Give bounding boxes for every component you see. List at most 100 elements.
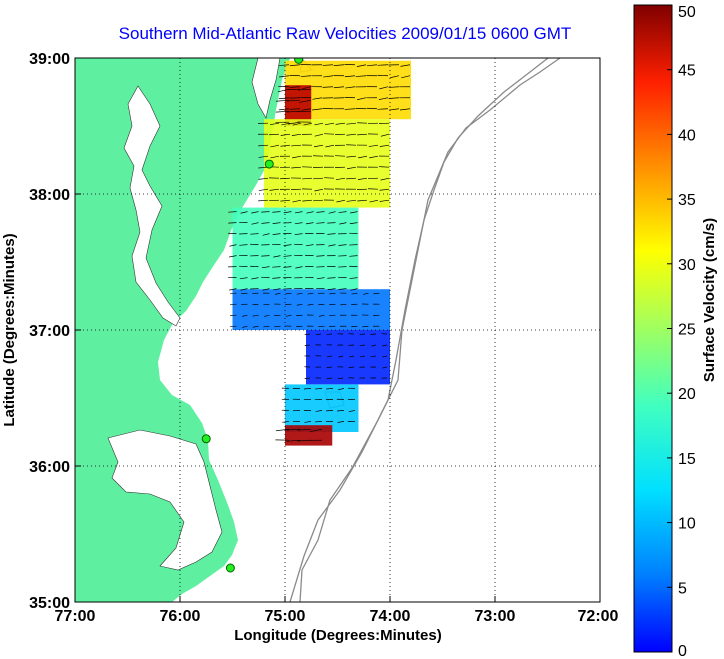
velocity-vector [357, 97, 367, 101]
velocity-vector [327, 233, 336, 235]
velocity-vector [322, 86, 334, 88]
velocity-vector [314, 144, 324, 148]
delaware-bay [251, 58, 281, 119]
velocity-vector [315, 388, 323, 390]
velocity-vector [400, 108, 411, 111]
velocity-vector [388, 86, 400, 88]
velocity-vector [349, 222, 358, 225]
velocity-vector [344, 108, 356, 110]
velocity-vector [344, 75, 356, 78]
velocity-vector [229, 244, 237, 247]
velocity-vector [278, 97, 290, 100]
velocity-vector [379, 199, 390, 202]
velocity-vector [302, 199, 313, 202]
velocity-vector [242, 325, 248, 328]
velocity-vector [314, 188, 324, 192]
velocity-vector [346, 133, 357, 136]
velocity-vector [346, 177, 357, 180]
velocity-vector [326, 366, 333, 368]
velocity-vector [287, 121, 301, 125]
velocity-vector [291, 166, 302, 169]
velocity-vector [333, 64, 345, 66]
velocity-vector [286, 99, 301, 102]
chesapeake-bay [123, 85, 181, 327]
velocity-vector [368, 144, 379, 147]
velocity-vector [297, 428, 312, 431]
velocity-vectors [228, 64, 411, 442]
velocity-vector [325, 144, 335, 148]
velocity-vector [252, 325, 259, 328]
velocity-vector [272, 277, 281, 279]
velocity-vector [369, 155, 379, 159]
velocity-vector [261, 266, 270, 269]
velocity-vector [348, 366, 355, 368]
y-tick-label: 35:00 [29, 595, 70, 612]
velocity-vector [316, 277, 325, 280]
velocity-vector [258, 188, 269, 191]
velocity-vector [337, 421, 345, 423]
radar-site-marker [264, 159, 274, 169]
velocity-vector [294, 222, 303, 225]
colorbar-tick-label: 10 [678, 516, 696, 533]
grid-lines [75, 58, 600, 602]
velocity-vector [363, 292, 369, 295]
velocity-vector [258, 155, 269, 158]
velocity-vector [323, 75, 334, 78]
velocity-vector [379, 166, 390, 168]
velocity-vector [263, 303, 270, 306]
velocity-vector [357, 133, 368, 136]
velocity-vector [389, 108, 400, 111]
velocity-vector [318, 303, 325, 306]
velocity-vector [350, 211, 358, 214]
velocity-vector [280, 199, 291, 202]
velocity-vector [345, 86, 356, 89]
velocity-vector [358, 155, 368, 159]
velocity-vector [285, 292, 292, 295]
colorbar-tick-label: 5 [678, 580, 687, 597]
y-tick-label: 39:00 [29, 51, 70, 68]
velocity-vector [296, 303, 303, 306]
velocity-vector [286, 428, 301, 431]
velocity-region [285, 384, 359, 432]
velocity-vector [340, 303, 347, 306]
velocity-vector [371, 344, 377, 347]
velocity-vector [349, 277, 358, 279]
velocity-vector [324, 177, 335, 179]
velocity-vector [314, 133, 324, 137]
radar-site-marker [225, 563, 235, 573]
velocity-vector [359, 344, 366, 347]
velocity-vector [289, 108, 301, 110]
velocity-vector [272, 288, 281, 291]
velocity-vector [292, 199, 302, 203]
velocity-region [232, 289, 390, 330]
velocity-vector [370, 355, 377, 357]
velocity-vector [327, 222, 336, 224]
velocity-vector [281, 122, 291, 126]
colorbar-label: Surface Velocity (cm/s) [701, 218, 718, 382]
velocity-vector [346, 199, 357, 202]
colorbar-tick-label: 50 [678, 4, 696, 21]
x-tick-label: 74:00 [370, 608, 411, 625]
velocity-vector [292, 155, 302, 159]
velocity-vector [276, 428, 290, 432]
velocity-vector [240, 211, 248, 214]
velocity-vector [262, 233, 270, 236]
velocity-vector [359, 355, 366, 358]
velocity-vector [314, 122, 324, 126]
colorbar-ticks: 0 5 10 15 20 25 30 35 40 45 50 [667, 4, 696, 659]
velocity-vector [327, 288, 336, 291]
velocity-vector [349, 255, 358, 257]
velocity-vector [289, 86, 301, 88]
velocity-vector [312, 97, 323, 100]
x-axis-label: Longitude (Degrees:Minutes) [234, 627, 442, 644]
velocity-vector [377, 108, 389, 110]
velocity-vector [307, 303, 314, 306]
velocity-vector [273, 255, 281, 258]
colorbar-tick-label: 20 [678, 386, 696, 403]
y-axis-label: Latitude (Degrees:Minutes) [1, 233, 18, 426]
velocity-vector [401, 75, 411, 79]
radar-sites [201, 58, 304, 573]
velocity-vector [307, 292, 314, 295]
velocity-vector [316, 211, 325, 213]
radar-site-marker [201, 434, 211, 444]
